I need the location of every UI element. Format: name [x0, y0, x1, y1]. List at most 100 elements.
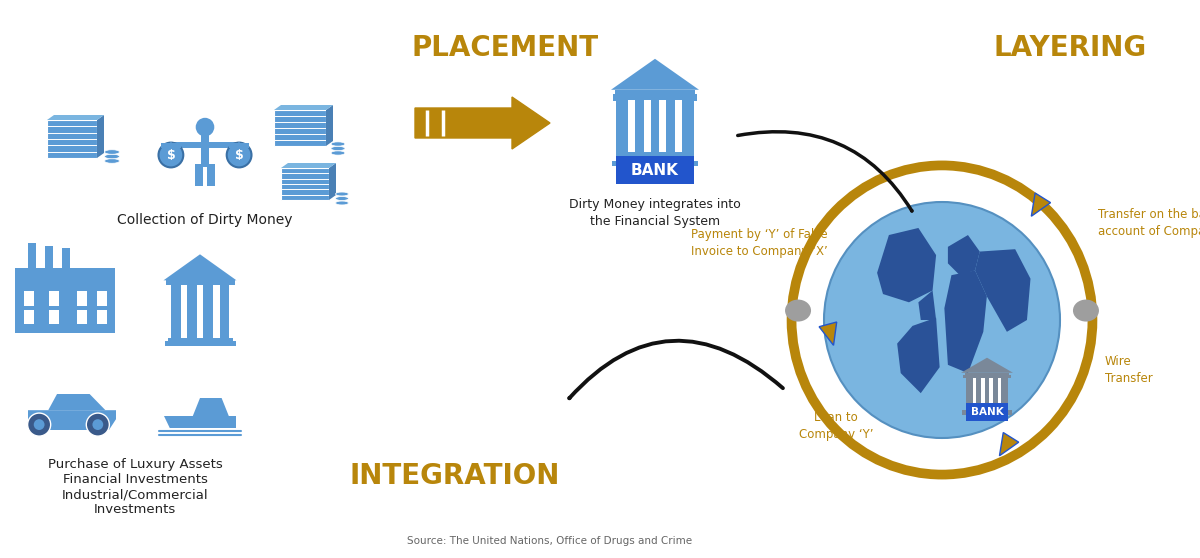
- Bar: [962, 410, 1012, 415]
- Polygon shape: [48, 394, 106, 410]
- Polygon shape: [326, 105, 332, 146]
- FancyArrow shape: [415, 97, 550, 149]
- Polygon shape: [1000, 432, 1019, 456]
- Bar: [164, 285, 170, 338]
- Ellipse shape: [331, 151, 346, 155]
- Text: Payment by ‘Y’ of False
Invoice to Company ‘X’: Payment by ‘Y’ of False Invoice to Compa…: [691, 228, 828, 258]
- Bar: [613, 94, 697, 102]
- Bar: [962, 375, 1010, 378]
- Ellipse shape: [785, 300, 811, 321]
- Bar: [164, 341, 235, 346]
- Polygon shape: [193, 398, 229, 416]
- Polygon shape: [961, 358, 1013, 373]
- FancyBboxPatch shape: [616, 156, 694, 184]
- Text: INTEGRATION: INTEGRATION: [350, 462, 560, 490]
- Text: BANK: BANK: [971, 407, 1003, 417]
- Bar: [24, 291, 34, 305]
- Text: Source: The United Nations, Office of Drugs and Crime: Source: The United Nations, Office of Dr…: [408, 536, 692, 546]
- Polygon shape: [918, 291, 936, 320]
- Circle shape: [28, 413, 50, 436]
- Polygon shape: [820, 322, 836, 345]
- Circle shape: [824, 202, 1060, 438]
- Text: Transfer on the bank
account of Company ‘X’: Transfer on the bank account of Company …: [1098, 208, 1200, 238]
- Bar: [168, 285, 233, 338]
- Bar: [965, 373, 1009, 375]
- Bar: [989, 378, 994, 403]
- Polygon shape: [976, 249, 1031, 332]
- Text: PLACEMENT: PLACEMENT: [412, 34, 599, 62]
- Ellipse shape: [104, 150, 120, 154]
- Polygon shape: [47, 115, 104, 120]
- Bar: [659, 100, 666, 152]
- Ellipse shape: [336, 201, 348, 205]
- Bar: [16, 268, 115, 333]
- Bar: [77, 291, 88, 305]
- Bar: [208, 164, 215, 186]
- Bar: [616, 156, 694, 161]
- Polygon shape: [329, 163, 336, 200]
- Ellipse shape: [104, 154, 120, 158]
- Polygon shape: [877, 228, 936, 302]
- Bar: [972, 378, 977, 403]
- Bar: [170, 142, 239, 147]
- Polygon shape: [28, 410, 116, 430]
- Bar: [49, 291, 59, 305]
- Text: Loan to
Company ‘Y’: Loan to Company ‘Y’: [798, 411, 874, 441]
- Bar: [196, 164, 203, 186]
- FancyBboxPatch shape: [161, 143, 181, 147]
- Bar: [214, 285, 220, 338]
- FancyBboxPatch shape: [274, 110, 326, 146]
- Bar: [200, 133, 209, 167]
- Bar: [643, 100, 650, 152]
- Bar: [46, 246, 53, 268]
- Bar: [674, 100, 682, 152]
- Text: Wire
Transfer: Wire Transfer: [1105, 354, 1152, 384]
- Bar: [980, 378, 985, 403]
- Bar: [49, 310, 59, 324]
- FancyBboxPatch shape: [281, 168, 329, 200]
- Ellipse shape: [1073, 300, 1099, 321]
- Bar: [24, 310, 34, 324]
- Ellipse shape: [331, 142, 346, 146]
- Bar: [966, 378, 1008, 405]
- Text: $: $: [167, 148, 175, 161]
- Bar: [166, 280, 234, 287]
- Circle shape: [34, 419, 44, 430]
- Polygon shape: [611, 59, 698, 90]
- Bar: [77, 310, 88, 324]
- Bar: [616, 90, 695, 94]
- Text: Collection of Dirty Money: Collection of Dirty Money: [118, 213, 293, 227]
- Bar: [197, 285, 203, 338]
- Bar: [28, 243, 36, 268]
- Bar: [966, 405, 1008, 410]
- Ellipse shape: [104, 158, 120, 163]
- Bar: [628, 100, 635, 152]
- Bar: [97, 310, 107, 324]
- Text: LAYERING: LAYERING: [994, 34, 1146, 62]
- FancyArrowPatch shape: [569, 341, 782, 398]
- Circle shape: [227, 143, 252, 167]
- Bar: [62, 248, 70, 268]
- FancyBboxPatch shape: [966, 403, 1008, 421]
- Ellipse shape: [336, 196, 348, 200]
- Bar: [180, 285, 187, 338]
- Bar: [168, 337, 233, 342]
- Polygon shape: [944, 271, 986, 373]
- Polygon shape: [97, 115, 104, 158]
- Polygon shape: [164, 416, 236, 428]
- Ellipse shape: [331, 146, 346, 151]
- Polygon shape: [948, 235, 979, 275]
- FancyArrowPatch shape: [738, 132, 912, 211]
- Polygon shape: [1031, 193, 1050, 217]
- Ellipse shape: [336, 192, 348, 196]
- Polygon shape: [281, 163, 336, 168]
- Polygon shape: [898, 318, 940, 393]
- FancyBboxPatch shape: [47, 120, 97, 158]
- Circle shape: [86, 413, 109, 436]
- FancyBboxPatch shape: [229, 143, 250, 147]
- Bar: [90, 297, 115, 333]
- Polygon shape: [163, 254, 236, 280]
- Bar: [97, 291, 107, 305]
- Circle shape: [196, 118, 215, 136]
- Bar: [229, 285, 235, 338]
